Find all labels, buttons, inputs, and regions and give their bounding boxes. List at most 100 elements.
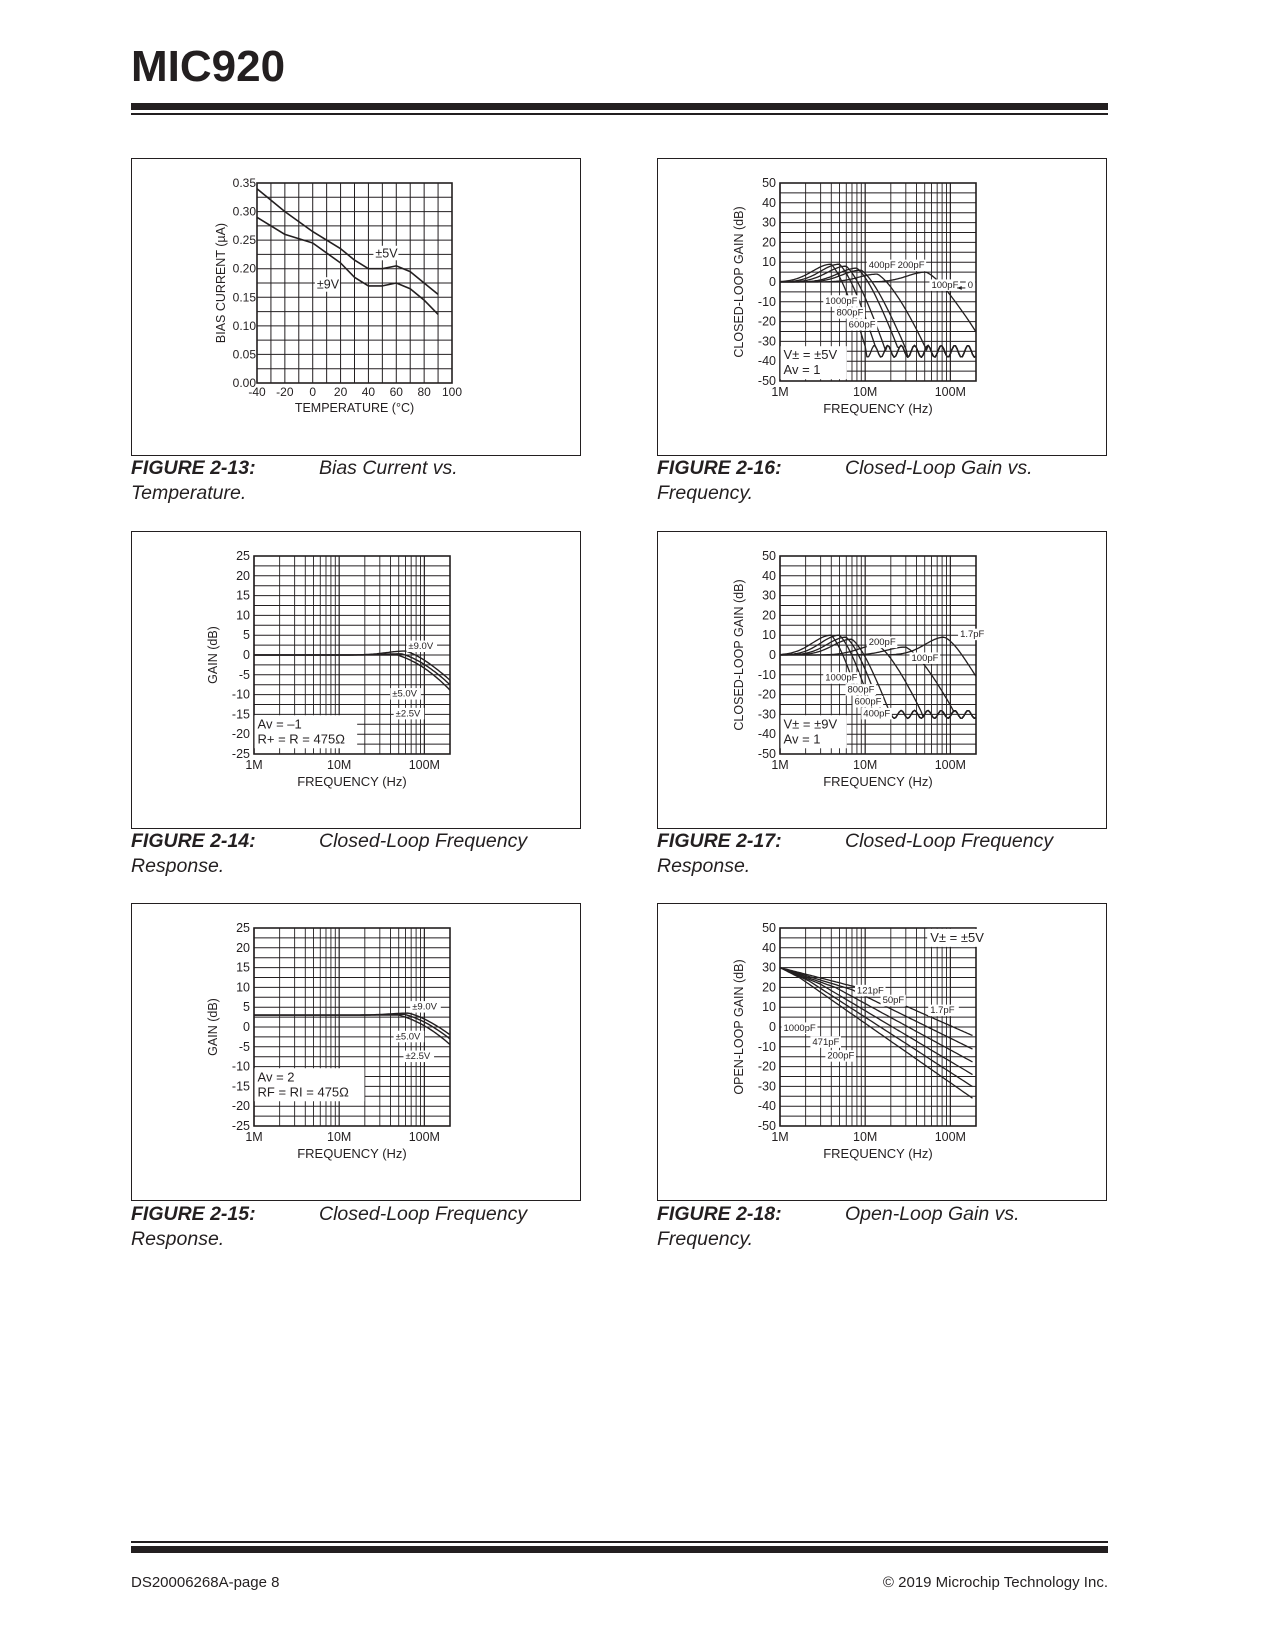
x-axis-label: TEMPERATURE (°C) (295, 401, 414, 415)
curve-label: 200pF (898, 260, 925, 271)
curve-label: 0 (968, 280, 973, 291)
annotation-box (780, 346, 847, 380)
y-tick-label: -20 (758, 315, 776, 329)
x-tick-label: 60 (390, 385, 404, 399)
figure-2-14-panel: 1M 10M 100M -25 -20 -15 -10 -5 0 5 10 15 20 25 FREQUEN… (131, 531, 581, 829)
annotation-text: V± = ±5V (784, 347, 838, 362)
y-tick-label: 50 (762, 921, 776, 935)
series-line (254, 654, 451, 691)
curve-label-bg (373, 245, 399, 261)
curve-label-bg (406, 640, 438, 653)
y-tick-label: 30 (762, 216, 776, 230)
curve-label: 1000pF (825, 296, 857, 307)
y-tick-label: -15 (232, 1079, 250, 1093)
y-tick-label: 10 (762, 255, 776, 269)
curve-label-bg (880, 994, 906, 1007)
x-axis-label: FREQUENCY (Hz) (823, 401, 933, 416)
curve-label: 1.7pF (930, 1005, 954, 1016)
page-title: MIC920 (131, 42, 286, 91)
annotation-text: Av = 1 (784, 362, 821, 377)
footer-rule-thick (131, 1546, 1108, 1553)
curve-label: 121pF (857, 985, 884, 996)
y-tick-label: 0.25 (233, 233, 257, 247)
caption-continuation: Response. (131, 855, 225, 877)
y-tick-label: -10 (758, 1040, 776, 1054)
curve-label: 100pF (912, 653, 939, 664)
series-line (254, 1014, 451, 1046)
y-tick-label: 50 (762, 176, 776, 190)
caption-continuation: Frequency. (657, 482, 754, 504)
x-tick-label: 100 (442, 385, 462, 399)
plot-frame (253, 927, 451, 1127)
curve-label: 800pF (847, 685, 874, 696)
curve-label: ±5.0V (392, 689, 417, 700)
curve-label: 200pF (869, 637, 896, 648)
footer-copyright: © 2019 Microchip Technology Inc. (882, 1574, 1108, 1591)
plot-frame (779, 927, 977, 1127)
curve-label: 50pF (883, 995, 905, 1006)
curve-label-bg (410, 1001, 441, 1013)
y-tick-label: 20 (762, 235, 776, 249)
x-tick-label: 20 (334, 385, 348, 399)
y-tick-label: -20 (758, 1060, 776, 1074)
y-tick-label: 40 (762, 196, 776, 210)
curve-label: 100pF (931, 280, 958, 291)
series-line (779, 967, 973, 1088)
curve-label: 400pF (869, 260, 896, 271)
curve-label-bg (958, 628, 989, 641)
y-tick-label: -25 (232, 1119, 250, 1133)
y-tick-label: 0.15 (233, 290, 257, 304)
header-rule-thin (131, 113, 1108, 115)
y-axis-label: CLOSED-LOOP GAIN (dB) (732, 579, 746, 730)
x-tick-label: 10M (853, 758, 877, 772)
figure-2-16-caption: FIGURE 2-16: Closed-Loop Gain vs. Frequen… (657, 456, 1127, 506)
figure-2-17-panel: 1M 10M 100M -50 -40 -30 -20 -10 0 10 20 30 40 50 FREQU… (657, 531, 1107, 829)
y-tick-label: 0 (243, 648, 250, 662)
y-tick-label: 5 (243, 1000, 250, 1014)
figure-2-14-chart: 1M 10M 100M -25 -20 -15 -10 -5 0 5 10 15 20 25 FREQUEN… (206, 549, 451, 789)
caption-continuation: Response. (657, 855, 751, 877)
y-tick-label: -20 (758, 688, 776, 702)
y-tick-label: 0 (769, 1020, 776, 1034)
annotation-text: Av = 2 (258, 1069, 295, 1084)
y-tick-label: 25 (236, 921, 250, 935)
caption-number: FIGURE 2-13: (131, 457, 256, 479)
series-line (779, 966, 973, 1063)
y-axis-label: OPEN-LOOP GAIN (dB) (732, 959, 746, 1094)
caption-text: Closed-Loop Gain vs. (845, 457, 1033, 479)
curve-label: 1000pF (784, 1023, 816, 1034)
caption-text: Open-Loop Gain vs. (845, 1203, 1020, 1225)
x-tick-label: 100M (935, 758, 966, 772)
annotation-box (780, 715, 847, 749)
curve-label-bg (861, 707, 892, 720)
x-tick-label: 1M (771, 758, 788, 772)
y-tick-label: 20 (762, 608, 776, 622)
series-line (779, 967, 973, 1099)
x-tick-label: 1M (771, 1130, 788, 1144)
curve-label: 600pF (849, 320, 876, 331)
annotation-box (254, 715, 358, 749)
caption-continuation: Response. (131, 1228, 225, 1250)
curve-label-bg (393, 707, 425, 720)
curve-label: 200pF (827, 1051, 854, 1062)
y-tick-label: -40 (758, 354, 776, 368)
annotation-text: Av = 1 (784, 731, 821, 746)
figure-2-13-caption: FIGURE 2-13: Bias Current vs. Temperature… (131, 456, 601, 506)
curve-label-bg (845, 684, 877, 696)
y-tick-label: 0.05 (233, 347, 257, 361)
figure-2-13-chart: -40 -20 0 20 40 60 80 100 0.00 0.05 0.10 0.15 0.20 0.… (214, 176, 462, 415)
curve-label: ±5.0V (396, 1031, 421, 1042)
y-tick-label: 0.30 (233, 205, 257, 219)
y-tick-label: -10 (758, 295, 776, 309)
curve-label: 800pF (836, 308, 863, 319)
figure-2-17-caption: FIGURE 2-17: Closed-Loop Frequency Respon… (657, 829, 1127, 879)
y-tick-label: 10 (762, 1000, 776, 1014)
figure-2-15-caption: FIGURE 2-15: Closed-Loop Frequency Respon… (131, 1202, 601, 1252)
y-tick-label: -25 (232, 747, 250, 761)
figure-2-13-panel: -40 -20 0 20 40 60 80 100 0.00 0.05 0.10 0.15 0.20 0.… (131, 158, 581, 456)
figure-2-18-caption: FIGURE 2-18: Open-Loop Gain vs. Frequency… (657, 1202, 1127, 1252)
curve-label: ±2.5V (396, 708, 421, 719)
curve-label-bg (781, 1022, 818, 1034)
annotation-text: V± = ±9V (784, 716, 838, 731)
x-tick-label: -20 (276, 385, 294, 399)
